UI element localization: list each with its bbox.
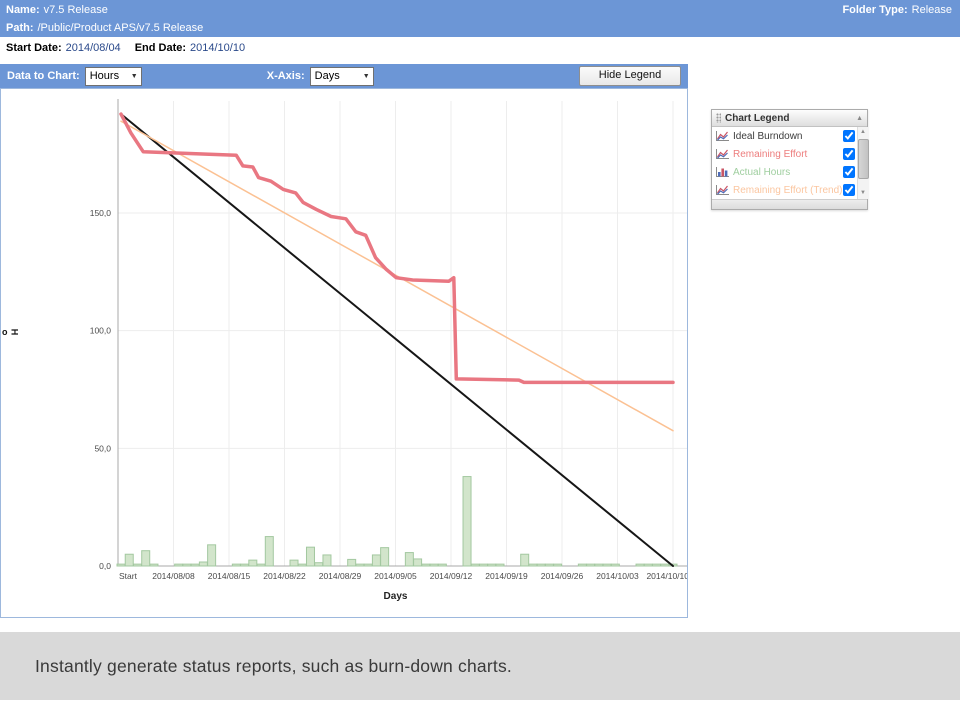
svg-text:50,0: 50,0	[94, 443, 111, 453]
name-value: v7.5 Release	[43, 4, 108, 16]
svg-text:2014/08/08: 2014/08/08	[152, 571, 195, 581]
svg-text:0,0: 0,0	[99, 561, 111, 571]
data-to-chart-select[interactable]: Hours ▼	[84, 66, 142, 86]
scroll-down-icon[interactable]: ▼	[860, 190, 866, 196]
folder-type-value: Release	[911, 4, 952, 16]
start-date-label: Start Date:	[6, 42, 62, 54]
legend-item-checkbox[interactable]	[842, 130, 855, 142]
chart-plot-area: 0,0 50,0 100,0 150,0 Start 2014/08/08 2014/08/…	[90, 99, 687, 602]
svg-text:2014/09/05: 2014/09/05	[374, 571, 417, 581]
chart-legend-panel: Chart Legend ▲ Ideal Burndown Remaining …	[711, 109, 869, 210]
svg-text:2014/10/10: 2014/10/10	[646, 571, 687, 581]
legend-item-checkbox[interactable]	[842, 148, 855, 160]
x-axis-label: X-Axis:	[266, 70, 305, 82]
legend-item: Remaining Effort	[712, 145, 857, 163]
svg-text:2014/09/12: 2014/09/12	[430, 571, 473, 581]
line-chart-icon	[715, 130, 729, 142]
svg-text:100,0: 100,0	[90, 326, 112, 336]
name-label: Name:	[6, 4, 40, 16]
hide-legend-button[interactable]: Hide Legend	[579, 66, 681, 86]
drag-handle-icon[interactable]	[716, 113, 721, 123]
legend-title: Chart Legend	[725, 112, 790, 124]
collapse-arrow-icon[interactable]: ▲	[856, 114, 863, 122]
line-chart-icon	[715, 148, 729, 160]
x-axis-select[interactable]: Days ▼	[309, 66, 374, 86]
end-date-label: End Date:	[134, 42, 187, 54]
path-value: /Public/Product APS/v7.5 Release	[37, 22, 204, 34]
chevron-down-icon: ▼	[130, 72, 138, 80]
legend-resize-strip[interactable]	[712, 199, 867, 209]
legend-item-label: Remaining Effort	[733, 148, 808, 160]
svg-text:150,0: 150,0	[90, 208, 112, 218]
y-axis-label: oH	[2, 327, 19, 337]
record-path: Path:/Public/Product APS/v7.5 Release	[6, 20, 203, 36]
scroll-thumb[interactable]	[857, 139, 869, 179]
legend-item-checkbox[interactable]	[842, 166, 855, 178]
svg-text:2014/08/15: 2014/08/15	[208, 571, 251, 581]
folder-type-label: Folder Type:	[842, 4, 908, 16]
start-date-value: 2014/08/04	[65, 42, 121, 54]
chart-toolbar: Data to Chart: Hours ▼ X-Axis: Days ▼ Hi…	[0, 64, 688, 88]
svg-text:2014/08/22: 2014/08/22	[263, 571, 306, 581]
data-to-chart-label: Data to Chart:	[7, 70, 80, 82]
legend-item: Remaining Effort (Trend)	[712, 181, 857, 199]
data-to-chart-selected-value: Hours	[89, 70, 120, 82]
svg-text:Days: Days	[384, 591, 408, 602]
bar-chart-icon	[715, 166, 729, 178]
path-label: Path:	[6, 22, 34, 34]
x-axis-selected-value: Days	[314, 70, 340, 82]
legend-item-label: Ideal Burndown	[733, 130, 803, 142]
svg-text:2014/09/26: 2014/09/26	[541, 571, 584, 581]
line-chart-icon	[715, 184, 729, 196]
legend-header[interactable]: Chart Legend ▲	[712, 110, 867, 127]
end-date-value: 2014/10/10	[190, 42, 246, 54]
svg-text:2014/08/29: 2014/08/29	[319, 571, 362, 581]
record-name: Name: v7.5 Release	[6, 2, 108, 18]
svg-text:Start: Start	[119, 571, 138, 581]
svg-text:2014/10/03: 2014/10/03	[596, 571, 639, 581]
caption-text: Instantly generate status reports, such …	[35, 655, 512, 676]
record-folder-type: Folder Type: Release	[842, 2, 952, 18]
date-range-row: Start Date: 2014/08/04 End Date: 2014/10…	[0, 37, 960, 59]
caption-band: Instantly generate status reports, such …	[0, 632, 960, 700]
svg-text:2014/09/19: 2014/09/19	[485, 571, 528, 581]
legend-item-label: Actual Hours	[733, 166, 791, 178]
legend-item-label: Remaining Effort (Trend)	[733, 184, 843, 196]
scroll-up-icon[interactable]: ▲	[860, 129, 866, 135]
legend-scrollbar[interactable]: ▲ ▼	[856, 127, 869, 199]
legend-item: Ideal Burndown	[712, 127, 857, 145]
legend-item: Actual Hours	[712, 163, 857, 181]
chevron-down-icon: ▼	[362, 72, 370, 80]
legend-item-checkbox[interactable]	[842, 184, 855, 196]
burndown-chart: 0,0 50,0 100,0 150,0 Start 2014/08/08 2014/08/…	[0, 88, 688, 618]
record-header: Name: v7.5 Release Folder Type: Release Pa…	[0, 0, 960, 37]
